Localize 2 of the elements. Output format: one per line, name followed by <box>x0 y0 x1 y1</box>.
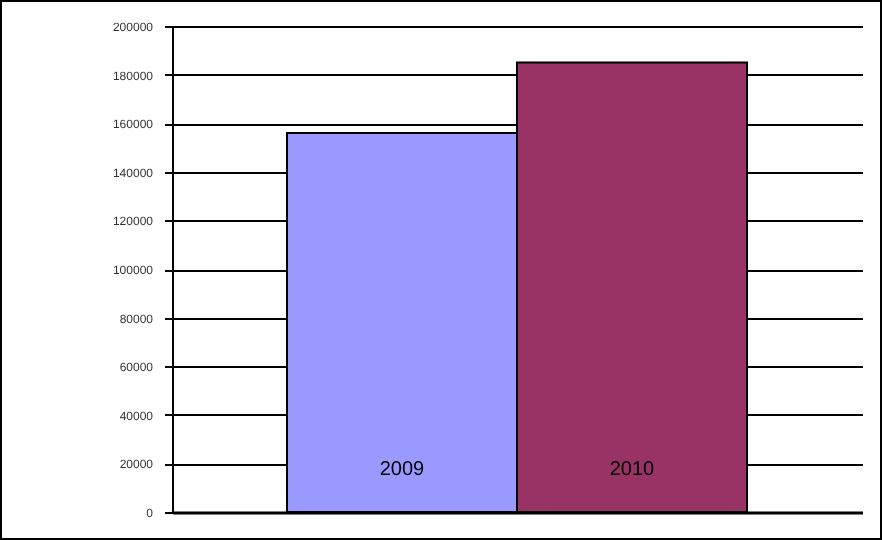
x-tick-label: 2010 <box>609 459 656 481</box>
x-tick-label: 2009 <box>379 459 426 481</box>
